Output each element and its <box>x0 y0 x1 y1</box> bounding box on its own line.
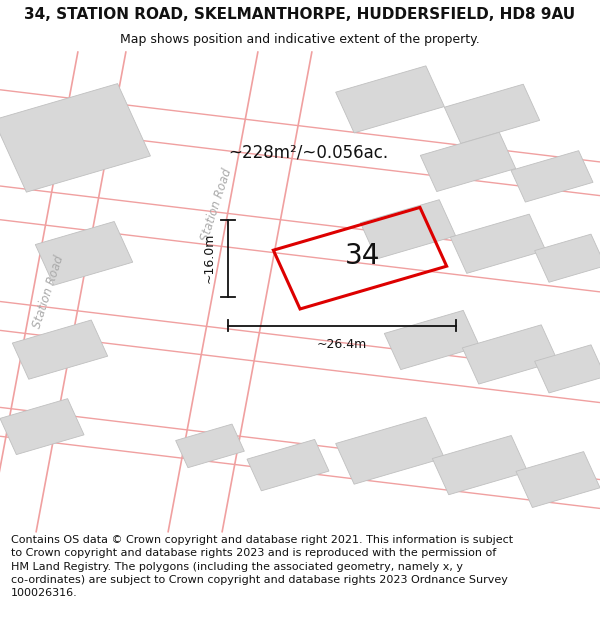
Text: 34: 34 <box>346 242 380 270</box>
Polygon shape <box>247 439 329 491</box>
Polygon shape <box>0 399 84 454</box>
Text: Station Road: Station Road <box>198 167 234 243</box>
Polygon shape <box>0 84 151 192</box>
Text: 34, STATION ROAD, SKELMANTHORPE, HUDDERSFIELD, HD8 9AU: 34, STATION ROAD, SKELMANTHORPE, HUDDERS… <box>25 7 575 22</box>
Text: ~26.4m: ~26.4m <box>317 338 367 351</box>
Text: ~16.0m: ~16.0m <box>203 233 216 283</box>
Polygon shape <box>335 417 445 484</box>
Polygon shape <box>463 325 557 384</box>
Polygon shape <box>361 200 455 259</box>
Polygon shape <box>445 84 539 143</box>
Polygon shape <box>335 66 445 133</box>
Text: Station Road: Station Road <box>30 254 66 330</box>
Polygon shape <box>176 424 244 468</box>
Polygon shape <box>13 320 107 379</box>
Polygon shape <box>535 234 600 282</box>
Polygon shape <box>421 132 515 191</box>
Polygon shape <box>433 436 527 495</box>
Polygon shape <box>516 452 600 508</box>
Polygon shape <box>385 311 479 369</box>
Polygon shape <box>35 221 133 285</box>
Polygon shape <box>451 214 545 273</box>
Text: ~228m²/~0.056ac.: ~228m²/~0.056ac. <box>228 143 388 161</box>
Text: Map shows position and indicative extent of the property.: Map shows position and indicative extent… <box>120 34 480 46</box>
Text: Contains OS data © Crown copyright and database right 2021. This information is : Contains OS data © Crown copyright and d… <box>11 535 513 598</box>
Polygon shape <box>535 345 600 393</box>
Polygon shape <box>511 151 593 202</box>
